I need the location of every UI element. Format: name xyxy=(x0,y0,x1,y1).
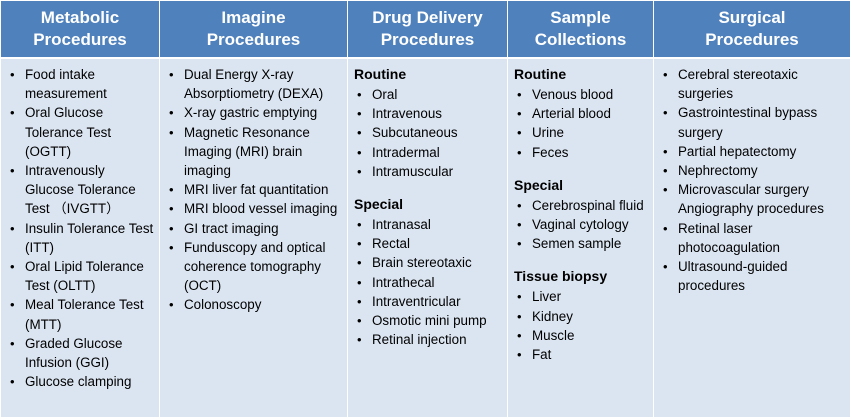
surgical-list: Cerebral stereotaxic surgeries Gastroint… xyxy=(660,65,846,295)
list-item: Microvascular surgery Angiography proced… xyxy=(660,180,846,218)
list-item: Funduscopy and optical coherence tomogra… xyxy=(166,238,343,296)
section-title-routine: Routine xyxy=(514,66,567,82)
list-item: Magnetic Resonance Imaging (MRI) brain i… xyxy=(166,123,343,181)
list-item: Osmotic mini pump xyxy=(354,311,503,330)
list-item: X-ray gastric emptying xyxy=(166,103,343,122)
cell-metabolic: Food intake measurement Oral Glucose Tol… xyxy=(1,59,159,417)
header-imaging: Imagine Procedures xyxy=(160,1,347,57)
list-item: Insulin Tolerance Test (ITT) xyxy=(7,219,155,257)
list-item: Muscle xyxy=(514,326,649,345)
list-item: Oral Lipid Tolerance Test (OLTT) xyxy=(7,257,155,295)
list-item: Gastrointestinal bypass surgery xyxy=(660,103,846,141)
spacer xyxy=(514,253,649,267)
sample-routine-list: Venous blood Arterial blood Urine Feces xyxy=(514,85,649,162)
list-item: Intravenously Glucose Tolerance Test （IV… xyxy=(7,161,155,219)
list-item: Venous blood xyxy=(514,85,649,104)
list-item: Subcutaneous xyxy=(354,123,503,142)
list-item: Arterial blood xyxy=(514,104,649,123)
list-item: Intraventricular xyxy=(354,292,503,311)
list-item: Graded Glucose Infusion (GGI) xyxy=(7,334,155,372)
header-drug-delivery: Drug Delivery Procedures xyxy=(348,1,507,57)
list-item: Oral Glucose Tolerance Test (OGTT) xyxy=(7,103,155,161)
list-item: Partial hepatectomy xyxy=(660,142,846,161)
section-title-tissue-biopsy: Tissue biopsy xyxy=(514,268,608,285)
drug-routine-list: Oral Intravenous Subcutaneous Intraderma… xyxy=(354,85,503,181)
sample-special-list: Cerebrospinal fluid Vaginal cytology Sem… xyxy=(514,196,649,254)
header-sample-collections: Sample Collections xyxy=(508,1,653,57)
list-item: Intrathecal xyxy=(354,273,503,292)
list-item: Cerebrospinal fluid xyxy=(514,196,649,215)
section-title-special: Special xyxy=(514,176,564,193)
list-item: GI tract imaging xyxy=(166,219,343,238)
header-metabolic: Metabolic Procedures xyxy=(1,1,159,57)
section-title-special: Special xyxy=(354,196,404,213)
list-item: Food intake measurement xyxy=(7,65,155,103)
list-item: Nephrectomy xyxy=(660,161,846,180)
header-surgical: Surgical Procedures xyxy=(654,1,850,57)
metabolic-list: Food intake measurement Oral Glucose Tol… xyxy=(7,65,155,392)
list-item: Semen sample xyxy=(514,234,649,253)
imaging-list: Dual Energy X-ray Absorptiometry (DEXA) … xyxy=(166,65,343,315)
cell-surgical: Cerebral stereotaxic surgeries Gastroint… xyxy=(654,59,850,417)
list-item: Intramuscular xyxy=(354,162,503,181)
spacer xyxy=(354,181,503,195)
list-item: Glucose clamping xyxy=(7,372,155,391)
list-item: Oral xyxy=(354,85,503,104)
list-item: Intranasal xyxy=(354,215,503,234)
list-item: Urine xyxy=(514,123,649,142)
list-item: Colonoscopy xyxy=(166,295,343,314)
list-item: Kidney xyxy=(514,307,649,326)
list-item: Retinal injection xyxy=(354,330,503,349)
cell-sample-collections: Routine Venous blood Arterial blood Urin… xyxy=(508,59,653,417)
list-item: MRI blood vessel imaging xyxy=(166,199,343,218)
list-item: Cerebral stereotaxic surgeries xyxy=(660,65,846,103)
cell-imaging: Dual Energy X-ray Absorptiometry (DEXA) … xyxy=(160,59,347,417)
list-item: Vaginal cytology xyxy=(514,215,649,234)
list-item: Intradermal xyxy=(354,143,503,162)
list-item: Retinal laser photocoagulation xyxy=(660,219,846,257)
cell-drug-delivery: Routine Oral Intravenous Subcutaneous In… xyxy=(348,59,507,417)
list-item: Intravenous xyxy=(354,104,503,123)
spacer xyxy=(514,162,649,176)
sample-tissue-list: Liver Kidney Muscle Fat xyxy=(514,287,649,364)
list-item: Ultrasound-guided procedures xyxy=(660,257,846,295)
list-item: Brain stereotaxic xyxy=(354,253,503,272)
list-item: Meal Tolerance Test (MTT) xyxy=(7,295,155,333)
section-title-routine: Routine xyxy=(354,66,407,82)
list-item: MRI liver fat quantitation xyxy=(166,180,343,199)
list-item: Liver xyxy=(514,287,649,306)
list-item: Feces xyxy=(514,143,649,162)
drug-special-list: Intranasal Rectal Brain stereotaxic Intr… xyxy=(354,215,503,350)
list-item: Dual Energy X-ray Absorptiometry (DEXA) xyxy=(166,65,343,103)
list-item: Fat xyxy=(514,345,649,364)
list-item: Rectal xyxy=(354,234,503,253)
